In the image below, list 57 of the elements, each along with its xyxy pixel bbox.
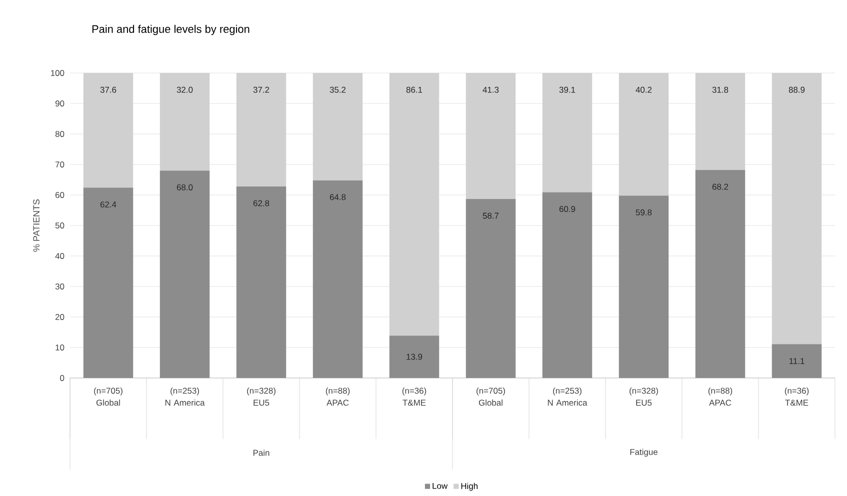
bar bbox=[618, 196, 669, 378]
data-label: 88.9 bbox=[788, 86, 805, 93]
bar bbox=[312, 180, 363, 378]
chart-title: Pain and fatigue levels by region bbox=[92, 24, 250, 36]
y-axis-title: % PATIENTS bbox=[33, 199, 40, 252]
y-tick-label: 50 bbox=[55, 222, 64, 228]
y-tick-label: 70 bbox=[56, 161, 64, 168]
data-label: 68.0 bbox=[176, 184, 193, 190]
y-tick-label: 100 bbox=[51, 70, 64, 76]
data-label: 64.8 bbox=[330, 194, 346, 200]
data-label: 31.8 bbox=[712, 86, 728, 93]
bar bbox=[466, 198, 516, 378]
legend-label: High bbox=[461, 482, 478, 491]
bar bbox=[160, 170, 210, 378]
y-tick-label: 40 bbox=[55, 252, 64, 259]
data-label: 59.8 bbox=[636, 209, 652, 216]
y-tick-label: 60 bbox=[56, 192, 64, 198]
data-label: 11.1 bbox=[789, 358, 804, 364]
bar bbox=[389, 336, 440, 378]
y-tick-label: 80 bbox=[55, 130, 64, 137]
y-tick-label: 30 bbox=[55, 283, 64, 290]
data-label: 13.9 bbox=[406, 354, 422, 360]
data-label: 35.2 bbox=[330, 86, 346, 93]
x-tick-label: (n=705) Global bbox=[94, 388, 122, 406]
data-label: 37.2 bbox=[253, 86, 270, 93]
data-label: 62.8 bbox=[253, 200, 270, 206]
data-label: 60.9 bbox=[559, 206, 576, 212]
data-label: 40.2 bbox=[636, 86, 652, 93]
bar bbox=[772, 344, 822, 378]
x-tick-label: (n=328) EU5 bbox=[630, 388, 658, 406]
data-label: 68.2 bbox=[712, 184, 728, 190]
data-label: 62.4 bbox=[100, 201, 116, 208]
x-tick-label: (n=88) APAC bbox=[326, 388, 350, 406]
x-tick-label: (n=253) N America bbox=[548, 388, 588, 406]
y-tick-label: 10 bbox=[56, 344, 64, 350]
data-label: 37.6 bbox=[100, 86, 116, 93]
x-tick-label: (n=328) EU5 bbox=[247, 388, 276, 406]
legend-label: Low bbox=[432, 482, 448, 489]
x-tick-label: (n=88) APAC bbox=[708, 388, 732, 406]
bar bbox=[236, 186, 286, 378]
y-tick-label: 20 bbox=[55, 314, 64, 320]
x-tick-label: (n=36) T&ME bbox=[784, 388, 809, 406]
x-tick-label: (n=36) T&ME bbox=[402, 388, 426, 406]
bar bbox=[83, 188, 134, 378]
y-tick-label: 90 bbox=[55, 100, 64, 106]
y-tick-label: 0 bbox=[60, 374, 64, 381]
data-label: 39.1 bbox=[559, 86, 576, 93]
data-label: 86.1 bbox=[406, 86, 422, 93]
text: Fatigue bbox=[630, 448, 658, 457]
data-label: 58.7 bbox=[482, 212, 499, 219]
bar bbox=[695, 170, 746, 378]
data-label: 32.0 bbox=[176, 86, 193, 93]
x-tick-label: (n=705) Global bbox=[476, 388, 505, 406]
bar bbox=[542, 192, 592, 378]
text: Pain bbox=[253, 450, 270, 456]
x-tick-label: (n=253) N America bbox=[165, 388, 205, 406]
data-label: 41.3 bbox=[482, 86, 499, 93]
